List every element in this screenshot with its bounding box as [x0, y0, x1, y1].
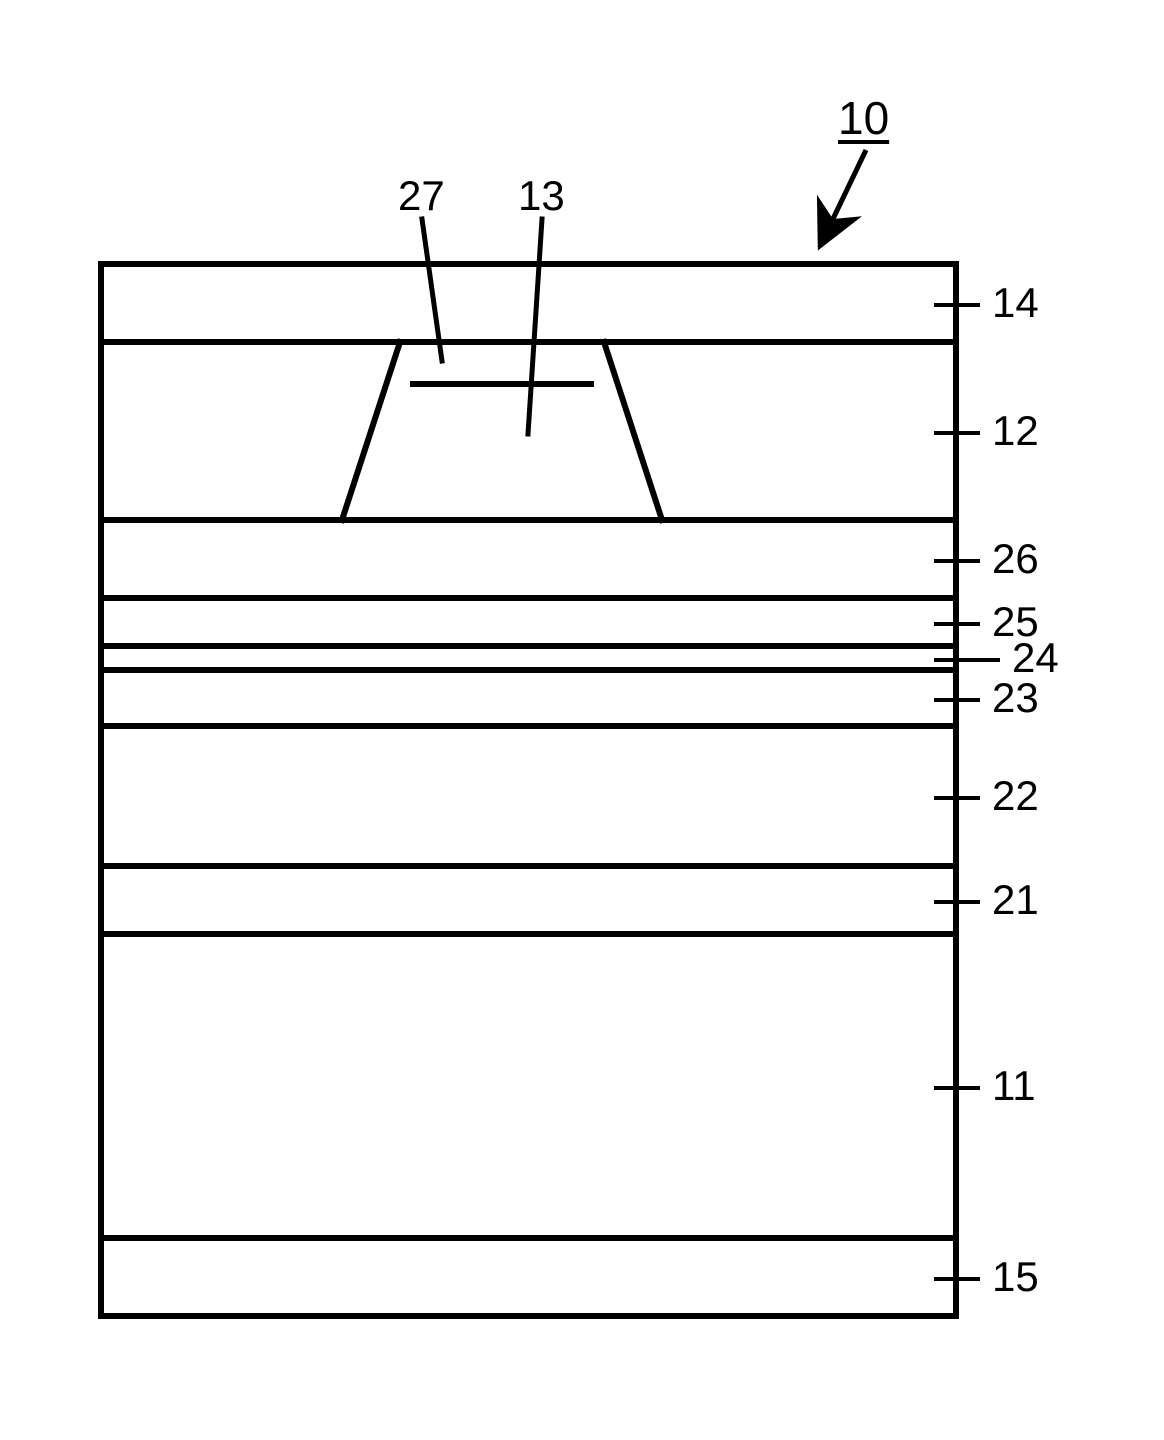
- reference-arrow: [0, 0, 1164, 1440]
- figure-root: 14122625242322211115 2713 10: [0, 0, 1164, 1440]
